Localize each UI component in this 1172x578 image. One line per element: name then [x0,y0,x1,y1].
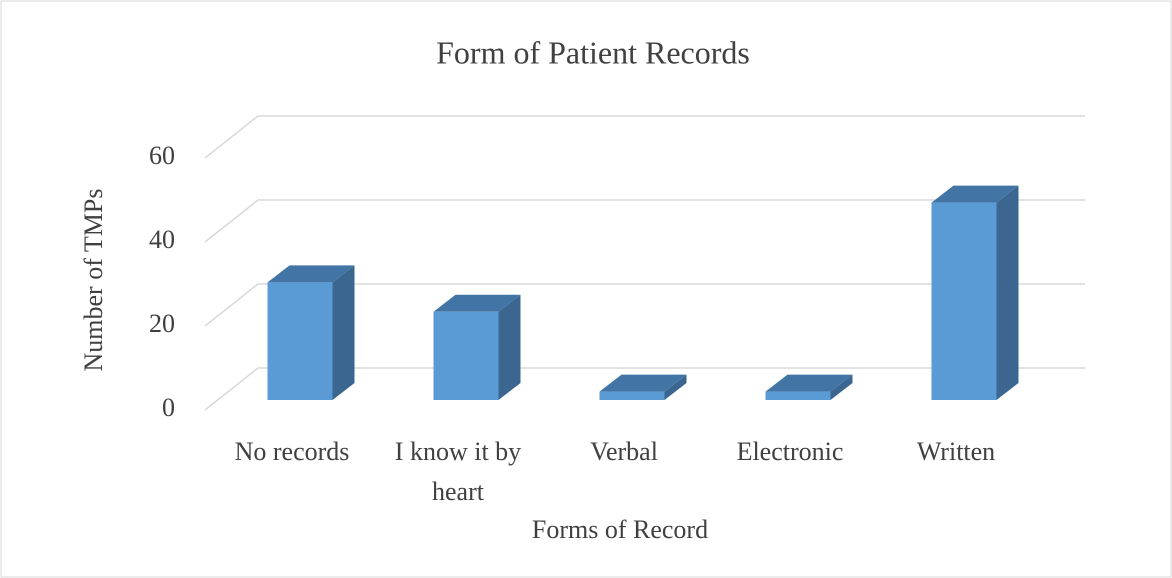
bar-top [765,374,853,392]
bar-side [996,185,1019,400]
bar-top [267,265,355,283]
bar [267,282,333,400]
bar [765,391,831,400]
bar-top [599,374,687,392]
y-tick-label: 40 [149,225,175,254]
bar-side [830,374,853,400]
bar-side [332,265,355,400]
bar-top [433,294,521,312]
x-axis-title: Forms of Record [532,515,708,544]
bar [599,391,665,400]
bar-top [931,185,1019,203]
bar-side [498,294,521,400]
bar [931,202,997,400]
y-tick-label: 60 [149,141,175,170]
grid-line [204,115,1085,159]
y-tick-label: 0 [162,393,175,422]
x-tick-label: Electronic [736,437,844,466]
y-axis-title: Number of TMPs [79,189,108,372]
grid-line [204,283,1085,327]
chart-title: Form of Patient Records [436,34,750,70]
bar-side [664,374,687,400]
bar [433,311,499,400]
x-tick-label: No records [234,437,350,466]
grid-line [204,199,1085,243]
grid-line [204,367,1085,411]
y-tick-label: 20 [149,309,175,338]
x-tick-label: Written [916,437,996,466]
x-tick-label: Verbal [590,437,658,466]
x-tick-label: I know it by heart [394,437,522,506]
